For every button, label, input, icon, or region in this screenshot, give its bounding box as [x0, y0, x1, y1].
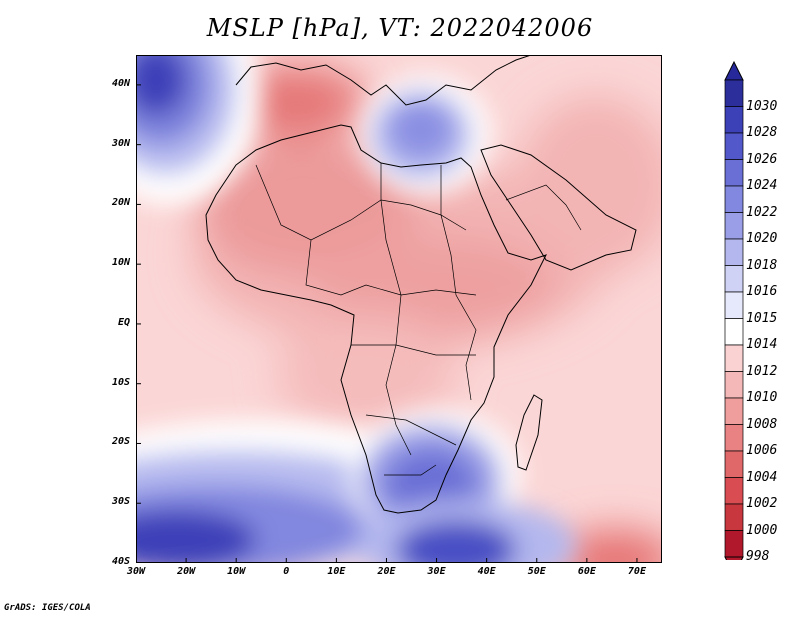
country-borders [255, 163, 582, 476]
lat-tick-label: 10N [111, 257, 130, 269]
lat-tick-label: 40S [111, 556, 130, 567]
pressure-map [136, 55, 662, 563]
colorbar-level-label: 1018 [746, 257, 778, 273]
europe-coastline [235, 55, 532, 106]
lat-tick-label: 30N [111, 137, 130, 149]
low-pressure-areas [191, 65, 662, 563]
lon-tick-label: 70E [627, 566, 646, 577]
colorbar-swatch [724, 159, 744, 187]
colorbar-swatch [724, 132, 744, 160]
colorbar-level-label: 1014 [746, 337, 778, 352]
lat-tick-label: EQ [117, 316, 130, 328]
colorbar-swatch [724, 397, 744, 425]
lon-tick-label: 10E [327, 566, 346, 577]
lat-tick-label: 30S [111, 496, 130, 508]
lon-tick-label: 40E [477, 566, 496, 577]
colorbar-swatch [724, 265, 744, 293]
arabia-coastline [480, 144, 637, 271]
colorbar-level-label: 1008 [746, 416, 778, 432]
lon-tick-label: 30E [427, 566, 446, 577]
colorbar-level-label: 1006 [746, 443, 778, 458]
colorbar-swatch [724, 424, 744, 452]
colorbar-level-label: 1012 [746, 363, 778, 379]
colorbar-level-label: 1016 [746, 284, 778, 299]
map-panel: 40N 30N 20N 10N EQ 10S 20S 30S 40S 30W 20W 10W 0 10E… [112, 55, 662, 577]
colorbar-swatch [724, 212, 744, 240]
lon-tick-label: 30W [126, 566, 146, 577]
colorbar-swatch [724, 291, 744, 319]
colorbar-swatch [724, 238, 744, 266]
colorbar-swatch [724, 79, 744, 107]
colorbar-swatch [724, 344, 744, 372]
axis-ticks [136, 84, 638, 563]
colorbar-max-arrow [724, 60, 744, 81]
colorbar-swatch [724, 106, 744, 134]
colorbar-swatch [724, 530, 744, 558]
colorbar-level-label: 1024 [746, 178, 778, 193]
colorbar-swatch [724, 450, 744, 478]
colorbar-level-label: 1020 [746, 231, 778, 246]
colorbar-level-label: 1000 [746, 522, 778, 538]
colorbar-level-label: 1028 [746, 125, 778, 140]
africa-coastline [205, 124, 547, 514]
colorbar-swatch [724, 185, 744, 213]
colorbar-level-label: 998 [746, 549, 770, 564]
colorbar-level-label: 1030 [746, 98, 778, 114]
lon-tick-label: 60E [577, 566, 596, 577]
colorbar-level-label: 1004 [746, 469, 778, 485]
colorbar-level-label: 1015 [746, 310, 778, 326]
map-frame [136, 55, 662, 563]
lat-tick-label: 20S [111, 436, 130, 448]
madagascar-coastline [515, 394, 543, 471]
chart-title: MSLP [hPa], VT: 2022042006 [206, 14, 594, 42]
credit-text: GrADS: IGES/COLA [4, 603, 91, 613]
colorbar-swatch [724, 503, 744, 531]
lon-tick-label: 0 [283, 566, 290, 577]
colorbar-swatch [724, 477, 744, 505]
lat-tick-label: 10S [111, 376, 130, 388]
colorbar: 1030 1028 1026 1024 1022 1020 1018 1016 1015 1014… [724, 60, 777, 577]
lon-tick-label: 20W [177, 566, 196, 577]
lon-tick-label: 50E [527, 566, 546, 577]
colorbar-level-label: 1026 [746, 151, 778, 167]
lon-tick-label: 10W [227, 566, 246, 577]
lon-tick-label: 20E [377, 566, 396, 577]
colorbar-level-label: 1002 [746, 496, 778, 511]
colorbar-swatch [724, 371, 744, 399]
high-pressure-areas [136, 55, 576, 563]
colorbar-level-label: 1010 [746, 390, 778, 405]
colorbar-swatch [724, 318, 744, 346]
colorbar-level-label: 1022 [746, 204, 778, 220]
colorbar-min-arrow [724, 556, 744, 577]
lat-tick-label: 40N [111, 77, 130, 89]
lat-tick-label: 20N [111, 197, 130, 209]
colorbar-swatches [724, 60, 744, 577]
